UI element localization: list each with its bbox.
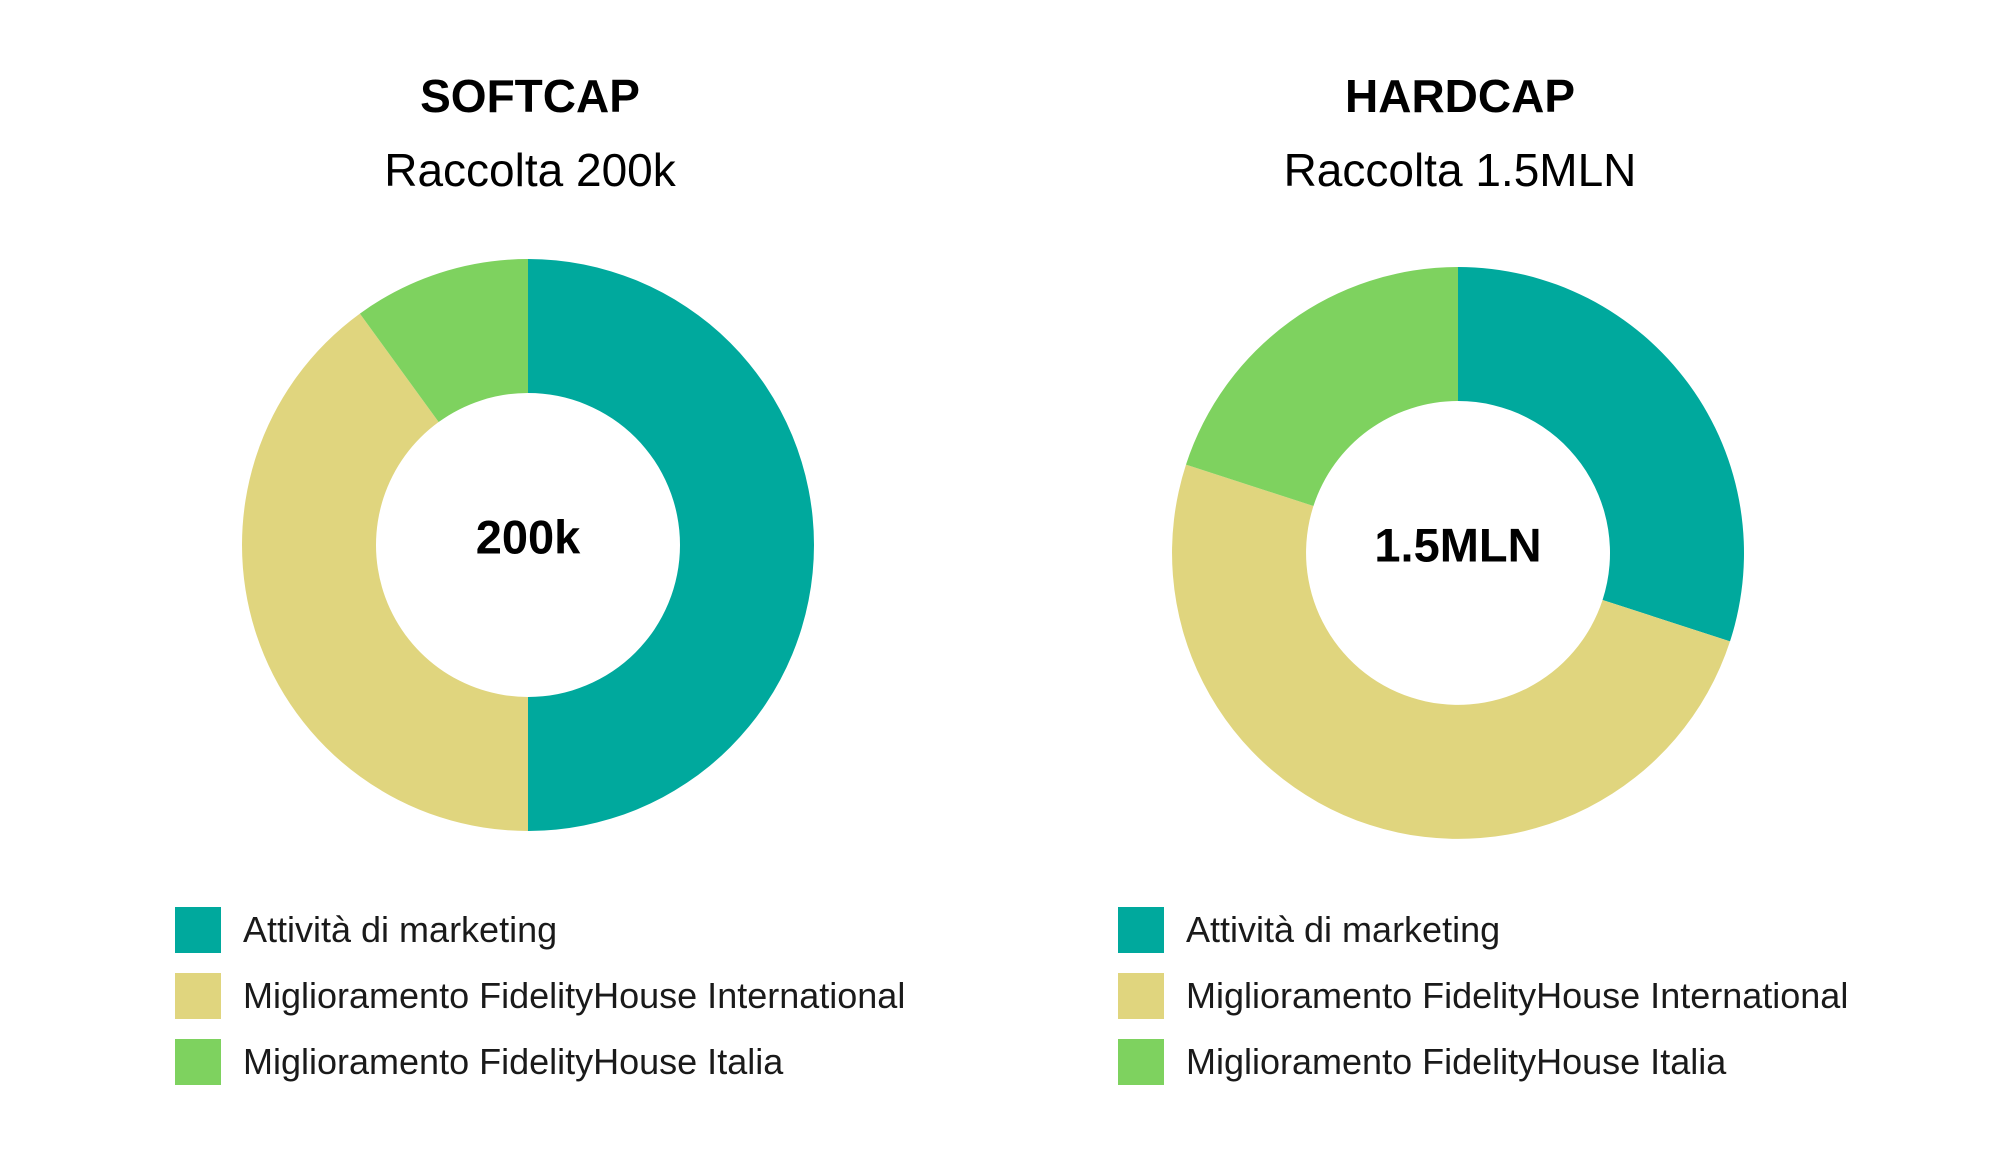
legend-swatch-marketing xyxy=(1118,907,1164,953)
legend-label-marketing: Attività di marketing xyxy=(243,909,558,950)
legend-label-international: Miglioramento FidelityHouse Internationa… xyxy=(1186,975,1849,1016)
legend-swatch-international xyxy=(1118,973,1164,1019)
donut-slice-international xyxy=(1172,464,1731,839)
legend-swatch-international xyxy=(175,973,221,1019)
legend-item-international: Miglioramento FidelityHouse Internationa… xyxy=(1118,972,1848,1020)
donut-slice-italia xyxy=(1185,267,1458,507)
donut-slices-hardcap xyxy=(1172,267,1744,839)
donut-slice-international xyxy=(242,313,528,831)
donut-slices-softcap xyxy=(242,259,814,831)
donut-center-label-hardcap: 1.5MLN xyxy=(1374,518,1541,571)
chart-subtitle-softcap: Raccolta 200k xyxy=(384,144,676,196)
legend-label-marketing: Attività di marketing xyxy=(1186,909,1501,950)
legend-item-international: Miglioramento FidelityHouse Internationa… xyxy=(175,972,905,1020)
legend-hardcap: Attività di marketing Miglioramento Fide… xyxy=(1118,906,1848,1104)
legend-item-italia: Miglioramento FidelityHouse Italia xyxy=(175,1038,905,1086)
legend-label-italia: Miglioramento FidelityHouse Italia xyxy=(1186,1041,1727,1082)
legend-swatch-marketing xyxy=(175,907,221,953)
donut-slice-marketing xyxy=(1458,267,1744,642)
chart-title-hardcap: HARDCAP xyxy=(1345,70,1575,122)
donut-slice-italia xyxy=(359,259,528,423)
donut-slice-marketing xyxy=(528,259,814,831)
legend-item-marketing: Attività di marketing xyxy=(175,906,905,954)
legend-label-international: Miglioramento FidelityHouse Internationa… xyxy=(243,975,906,1016)
legend-swatch-italia xyxy=(1118,1039,1164,1085)
legend-label-italia: Miglioramento FidelityHouse Italia xyxy=(243,1041,784,1082)
legend-swatch-italia xyxy=(175,1039,221,1085)
donut-center-label-softcap: 200k xyxy=(476,510,581,563)
chart-subtitle-hardcap: Raccolta 1.5MLN xyxy=(1283,144,1637,196)
legend-item-italia: Miglioramento FidelityHouse Italia xyxy=(1118,1038,1848,1086)
chart-title-softcap: SOFTCAP xyxy=(420,70,640,122)
legend-softcap: Attività di marketing Miglioramento Fide… xyxy=(175,906,905,1104)
legend-item-marketing: Attività di marketing xyxy=(1118,906,1848,954)
